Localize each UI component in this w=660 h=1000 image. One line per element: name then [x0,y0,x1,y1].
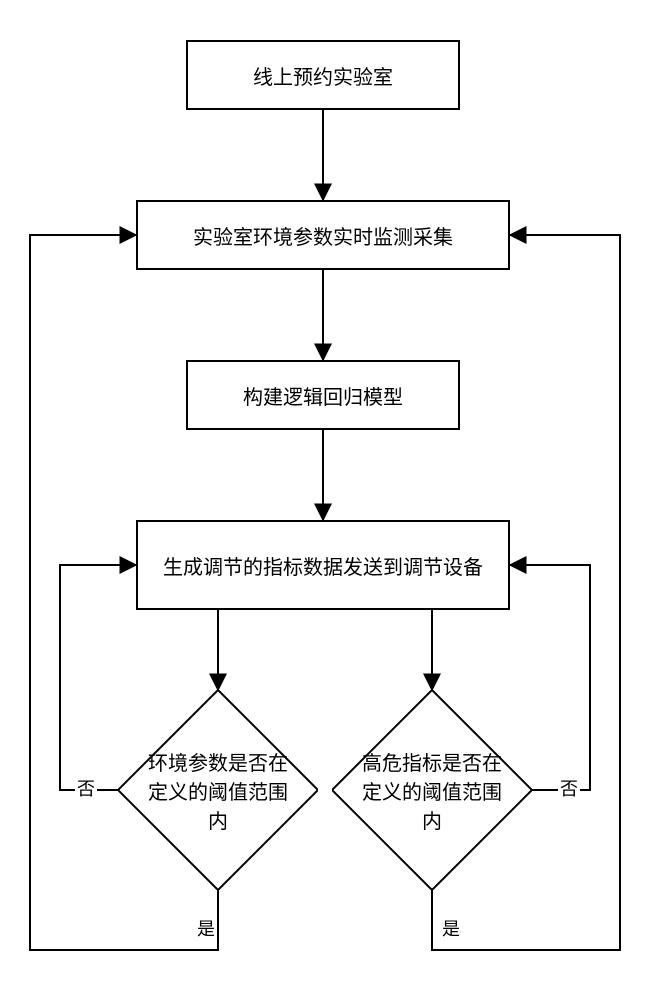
node-label: 高危指标是否在定义的阈值范围内 [362,747,502,834]
node-label: 线上预约实验室 [253,61,393,90]
node-d2: 高危指标是否在定义的阈值范围内 [332,690,532,890]
node-n2: 实验室环境参数实时监测采集 [136,200,510,270]
edge-label: 否 [75,775,97,801]
node-d1: 环境参数是否在定义的阈值范围内 [118,690,318,890]
flowchart-canvas: 线上预约实验室实验室环境参数实时监测采集构建逻辑回归模型生成调节的指标数据发送到… [0,0,660,1000]
node-n1: 线上预约实验室 [186,40,460,110]
node-label: 实验室环境参数实时监测采集 [193,221,453,250]
node-n3: 构建逻辑回归模型 [186,360,460,430]
node-label: 生成调节的指标数据发送到调节设备 [163,551,483,580]
node-label: 环境参数是否在定义的阈值范围内 [148,747,288,834]
node-n4: 生成调节的指标数据发送到调节设备 [136,520,510,610]
edges-layer [0,0,660,1000]
edge-label: 是 [440,915,462,941]
node-label: 构建逻辑回归模型 [243,381,403,410]
edge-label: 是 [195,915,217,941]
edge-label: 否 [558,775,580,801]
